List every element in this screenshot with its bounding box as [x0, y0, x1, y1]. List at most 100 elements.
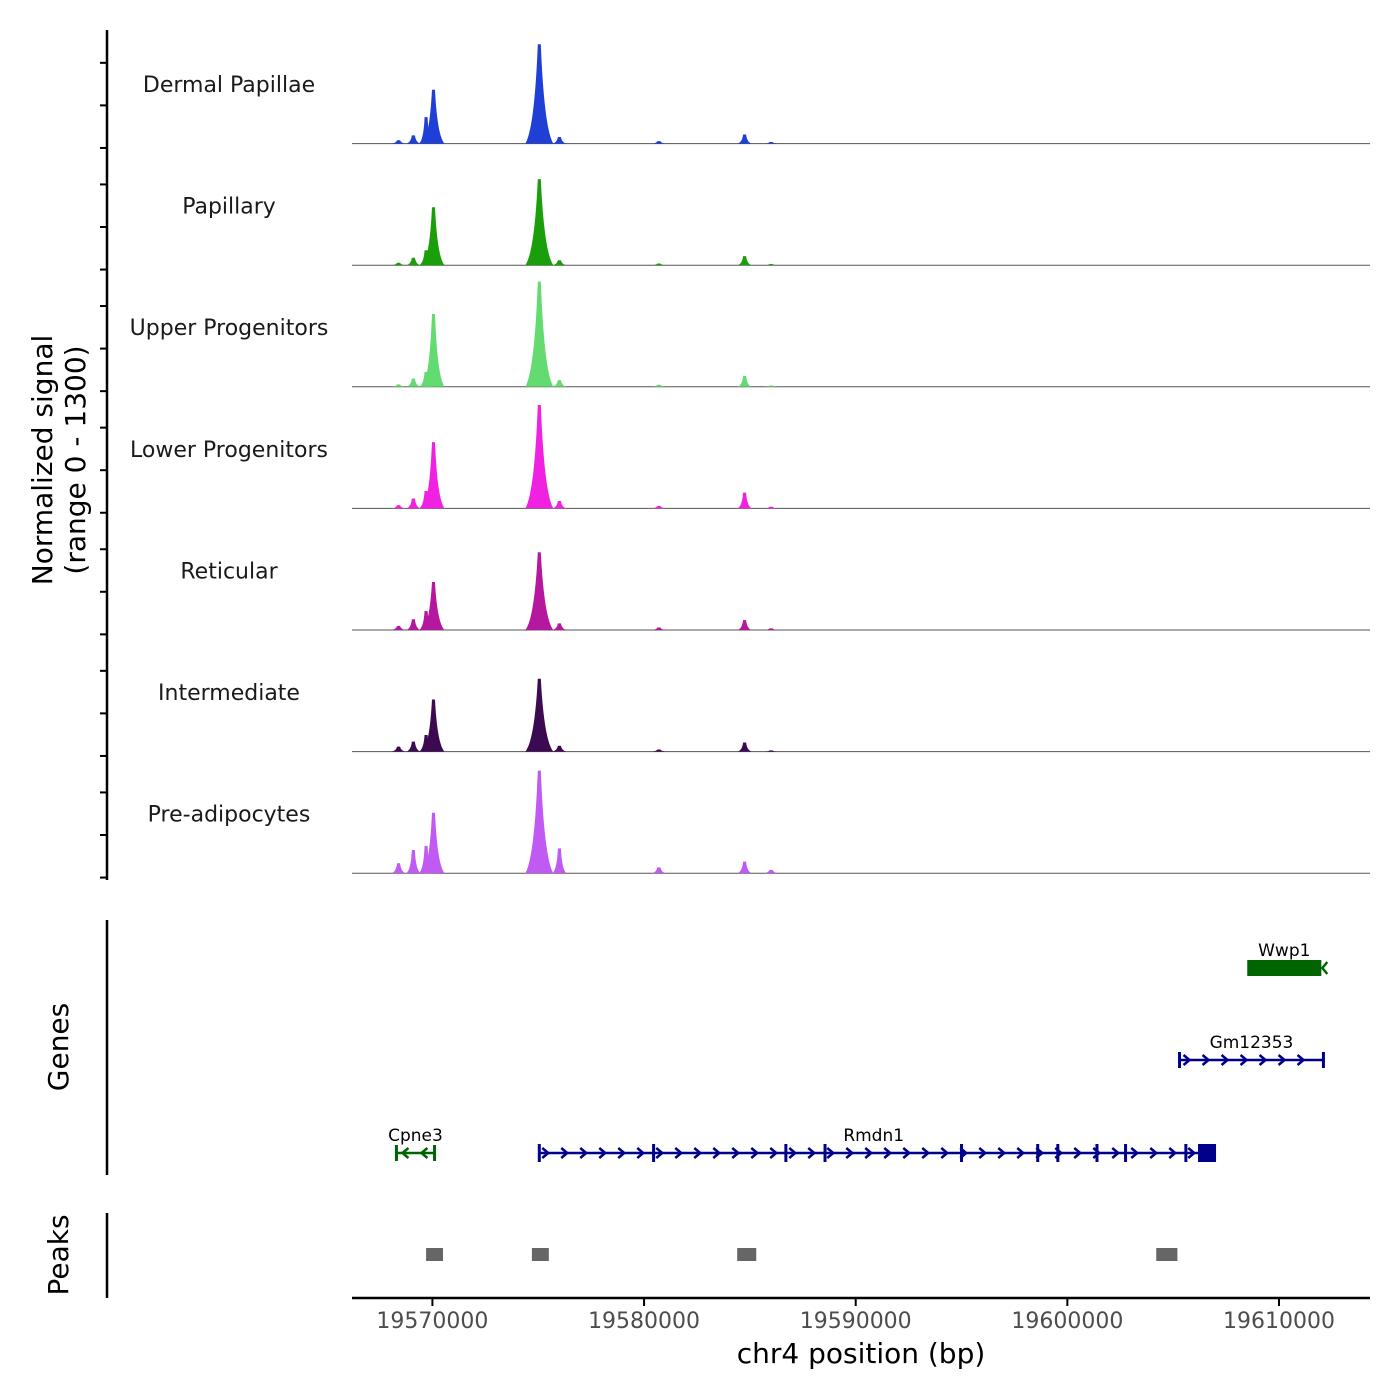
strand-chevron [1239, 1054, 1249, 1066]
strand-chevron [1270, 962, 1280, 974]
gene-gm12353: Gm12353 [1178, 1033, 1325, 1068]
strand-chevron [883, 1147, 893, 1159]
signal-peak [764, 869, 779, 874]
strand-chevron [769, 1147, 779, 1159]
signal-peak [737, 492, 752, 509]
strand-chevron [1187, 1147, 1197, 1159]
strand-chevron [902, 1147, 912, 1159]
signal-peak [651, 505, 666, 509]
exon [1321, 1052, 1325, 1068]
track-reticular: Reticular [180, 552, 1370, 631]
strand-chevron [1201, 1054, 1211, 1066]
x-axis-ticks: 19570000 19580000 19590000 19600000 19610000 [376, 1298, 1335, 1334]
signal-peak [737, 861, 752, 874]
signal-peak [406, 619, 421, 630]
strand-chevron [788, 1147, 798, 1159]
strand-chevron [826, 1147, 836, 1159]
genes-axis-title: Genes [42, 1003, 75, 1091]
signal-peak [391, 262, 406, 266]
signal-peak [651, 141, 666, 144]
exon [823, 1144, 827, 1162]
strand-chevron [655, 1147, 665, 1159]
strand-chevron [419, 1147, 429, 1159]
gene-label: Wwp1 [1258, 941, 1310, 961]
track-dermal-papillae: Dermal Papillae [143, 44, 1370, 145]
exon [652, 1144, 656, 1162]
y-axis-title-line2: (range 0 - 1300) [59, 345, 92, 574]
signal-peak [525, 678, 554, 752]
peak-track [426, 1248, 1178, 1261]
strand-chevron [400, 1147, 410, 1159]
signal-peak [391, 625, 406, 630]
strand-chevron [636, 1147, 646, 1159]
strand-chevron [921, 1147, 931, 1159]
signal-peak [764, 506, 779, 509]
strand-chevron [1016, 1147, 1026, 1159]
peak-region [737, 1248, 757, 1261]
strand-chevron [693, 1147, 703, 1159]
strand-chevron [864, 1147, 874, 1159]
signal-peak [651, 627, 666, 630]
exon [1124, 1144, 1128, 1162]
exon [1178, 1052, 1182, 1068]
exon [1095, 1144, 1099, 1162]
signal-peak [552, 380, 567, 387]
strand-chevron [541, 1147, 551, 1159]
exon [784, 1144, 788, 1162]
strand-chevron [750, 1147, 760, 1159]
track-label: Lower Progenitors [130, 438, 328, 463]
x-tick-label: 19610000 [1223, 1309, 1335, 1334]
exon [960, 1144, 964, 1162]
strand-chevron [598, 1147, 608, 1159]
signal-peak [525, 179, 554, 266]
signal-peak [391, 746, 406, 752]
signal-peak [552, 745, 567, 752]
exon [394, 1145, 398, 1161]
strand-chevron [1308, 962, 1318, 974]
signal-peak [552, 500, 567, 509]
track-label: Pre-adipocytes [148, 803, 311, 828]
strand-chevron [1251, 962, 1261, 974]
track-label: Upper Progenitors [130, 316, 329, 341]
signal-peak [764, 750, 779, 752]
track-upper-progenitors: Upper Progenitors [130, 281, 1370, 388]
strand-chevron [617, 1147, 627, 1159]
gene-cpne3: Cpne3 [388, 1126, 443, 1161]
strand-chevron [1182, 1054, 1192, 1066]
peaks-axis-title: Peaks [42, 1214, 75, 1295]
signal-peak [422, 313, 445, 387]
exon [1184, 1144, 1188, 1162]
strand-chevron [674, 1147, 684, 1159]
strand-chevron [731, 1147, 741, 1159]
strand-chevron [712, 1147, 722, 1159]
exon [1036, 1144, 1040, 1162]
x-tick-label: 19570000 [376, 1309, 488, 1334]
x-tick-label: 19600000 [1011, 1309, 1123, 1334]
signal-peak [422, 207, 445, 266]
strand-chevron [1289, 962, 1299, 974]
gene-label: Rmdn1 [843, 1126, 904, 1146]
signal-peak [422, 812, 445, 874]
signal-peak [391, 140, 406, 144]
signal-peak [525, 44, 554, 144]
signal-peak [552, 623, 567, 630]
track-papillary: Papillary [182, 179, 1370, 266]
signal-peak [651, 749, 666, 752]
peak-region [426, 1248, 444, 1261]
strand-chevron [1258, 1054, 1268, 1066]
track-label: Papillary [182, 195, 276, 220]
gene-rmdn1: Rmdn1 [537, 1126, 1217, 1162]
strand-chevron [845, 1147, 855, 1159]
gene-label: Gm12353 [1210, 1033, 1294, 1053]
x-axis-title: chr4 position (bp) [737, 1337, 986, 1370]
signal-peak [391, 384, 406, 387]
x-tick-label: 19580000 [588, 1309, 700, 1334]
exon [433, 1145, 437, 1161]
strand-chevron [1149, 1147, 1159, 1159]
signal-peak [552, 136, 567, 144]
signal-peak [764, 263, 779, 266]
strand-chevron [1220, 1054, 1230, 1066]
signal-peak [422, 442, 445, 509]
strand-chevron [1073, 1147, 1083, 1159]
